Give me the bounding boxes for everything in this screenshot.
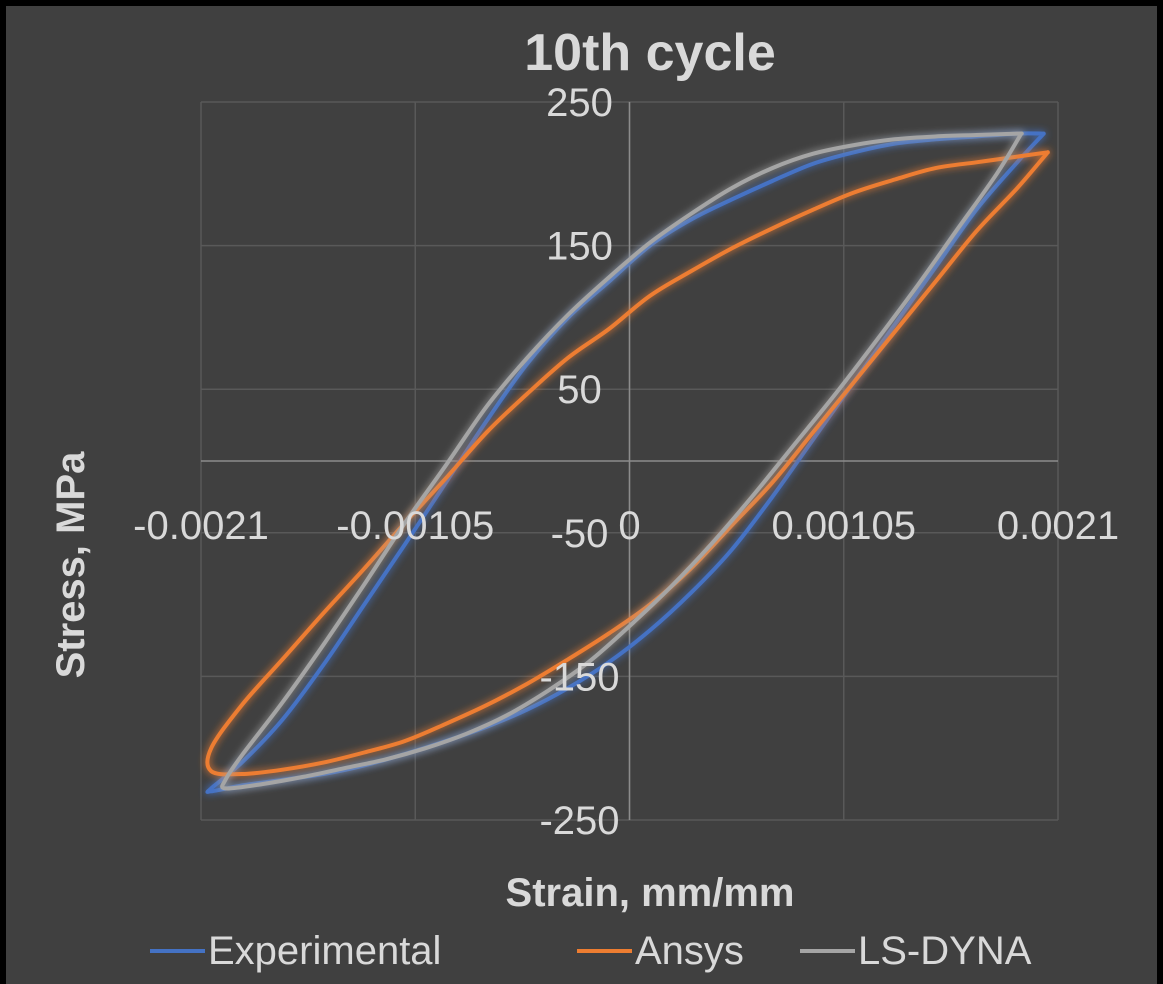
tick-labels: -0.0021 -0.00105 0 0.00105 0.0021 250 150 50 -50… [133,81,1119,843]
x-tick-label: 0 [618,504,640,548]
y-tick-label: -50 [551,512,609,556]
x-tick-label: -0.00105 [336,504,494,548]
legend-label-ls-dyna: LS-DYNA [858,929,1032,973]
y-axis-title: Stress, MPa [49,451,93,679]
y-tick-label: -150 [539,655,619,699]
series-line-ls-dyna [220,131,1024,791]
x-tick-label: 0.0021 [997,504,1119,548]
legend-label-ansys: Ansys [635,929,744,973]
y-tick-label: 150 [546,225,613,269]
x-tick-label: 0.00105 [771,504,916,548]
series-line-experimental [205,131,1046,794]
chart-title: 10th cycle [524,24,776,82]
series-line-ansys [205,150,1050,777]
y-tick-label: -250 [539,799,619,843]
legend: Experimental Ansys LS-DYNA [150,929,1032,973]
y-tick-label: 50 [557,368,602,412]
series-lines [205,131,1050,794]
x-axis-title: Strain, mm/mm [506,871,795,915]
legend-label-experimental: Experimental [208,929,441,973]
y-tick-label: 250 [546,81,613,125]
x-tick-label: -0.0021 [133,504,269,548]
chart-background [6,6,1157,984]
axes [201,102,1058,820]
